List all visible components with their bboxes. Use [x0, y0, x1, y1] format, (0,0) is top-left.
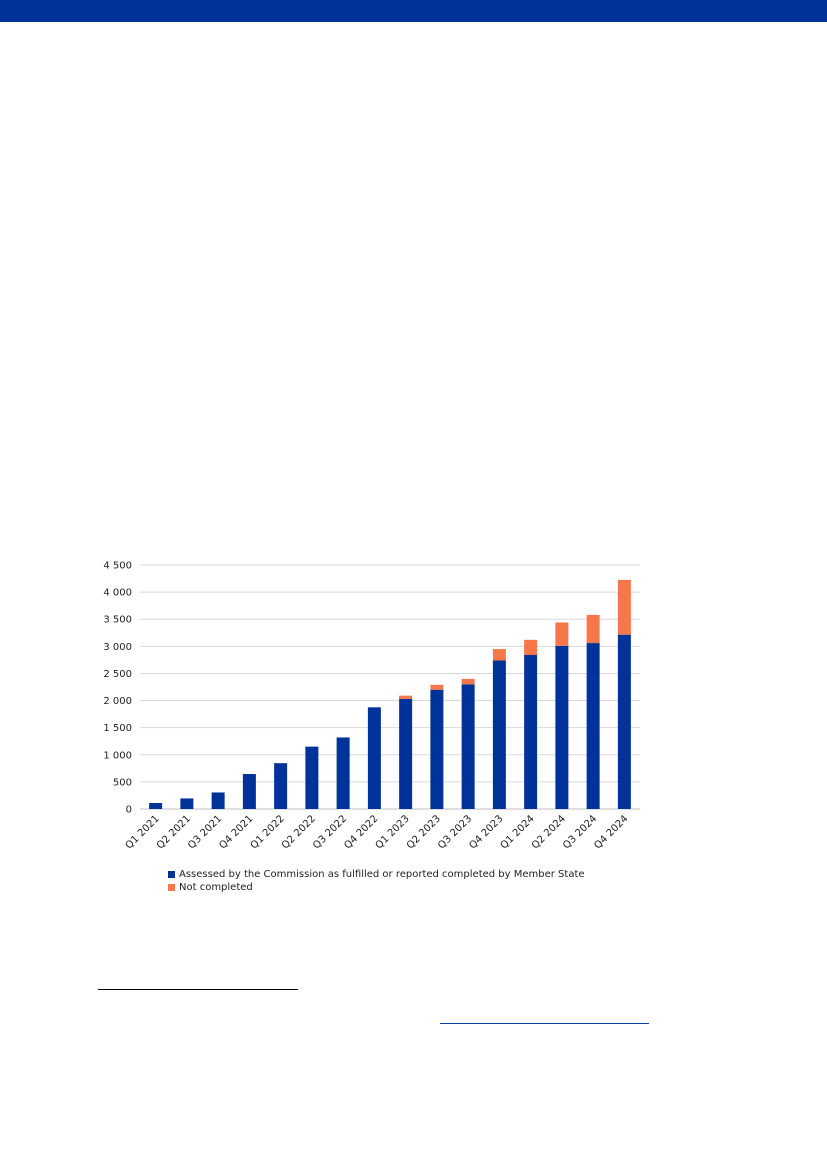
- chart: 0 500 1 000 1 500 2 000 2 500 3 000 3 500 4 000 4…: [90, 550, 650, 900]
- legend-swatch-assessed: [168, 871, 175, 878]
- bar-assessed: [242, 774, 256, 809]
- bar-not-completed: [555, 622, 569, 646]
- bar-assessed: [617, 634, 631, 809]
- bar-not-completed: [430, 684, 444, 690]
- bar-assessed: [180, 798, 194, 809]
- y-tick-label: 1 000: [103, 750, 132, 761]
- bar-assessed: [555, 645, 569, 809]
- y-tick-label: 3 000: [103, 642, 132, 653]
- bar-assessed: [367, 707, 381, 809]
- legend-label-assessed: Assessed by the Commission as fulfilled …: [179, 869, 585, 880]
- legend: Assessed by the Commission as fulfilled …: [168, 868, 585, 894]
- y-tick-label: 2 000: [103, 696, 132, 707]
- bar-not-completed: [492, 649, 506, 661]
- y-tick-label: 4 000: [103, 588, 132, 599]
- bar-not-completed: [399, 695, 413, 699]
- bar-assessed: [274, 763, 288, 809]
- y-tick-label: 0: [126, 805, 132, 816]
- bar-not-completed: [617, 579, 631, 635]
- y-tick-label: 2 500: [103, 669, 132, 680]
- y-tick-label: 500: [113, 777, 132, 788]
- bar-chart: 0 500 1 000 1 500 2 000 2 500 3 000 3 500 4 000 4…: [103, 561, 640, 851]
- x-tick-label: Q4 2024: [592, 813, 630, 851]
- bar-assessed: [149, 803, 163, 809]
- legend-swatch-not-completed: [168, 884, 175, 891]
- legend-label-not-completed: Not completed: [179, 882, 253, 893]
- y-tick-label: 3 500: [103, 615, 132, 626]
- bar-assessed: [211, 792, 225, 809]
- bar-not-completed: [461, 678, 475, 685]
- bar-assessed: [524, 655, 538, 809]
- bar-assessed: [492, 660, 506, 809]
- bar-not-completed: [586, 614, 600, 644]
- legend-item-not-completed: Not completed: [168, 881, 585, 894]
- bar-assessed: [586, 643, 600, 809]
- bar-not-completed: [524, 639, 538, 656]
- bar-assessed: [305, 746, 319, 809]
- y-tick-label: 1 500: [103, 723, 132, 734]
- bar-assessed: [461, 684, 475, 809]
- footnote-link-underline: [440, 1023, 649, 1024]
- bar-assessed: [336, 737, 350, 809]
- y-tick-label: 4 500: [103, 561, 132, 572]
- footnote-separator: [98, 989, 298, 990]
- legend-item-assessed: Assessed by the Commission as fulfilled …: [168, 868, 585, 881]
- bar-assessed: [430, 689, 444, 809]
- bar-assessed: [399, 698, 413, 809]
- header-band: [0, 0, 827, 22]
